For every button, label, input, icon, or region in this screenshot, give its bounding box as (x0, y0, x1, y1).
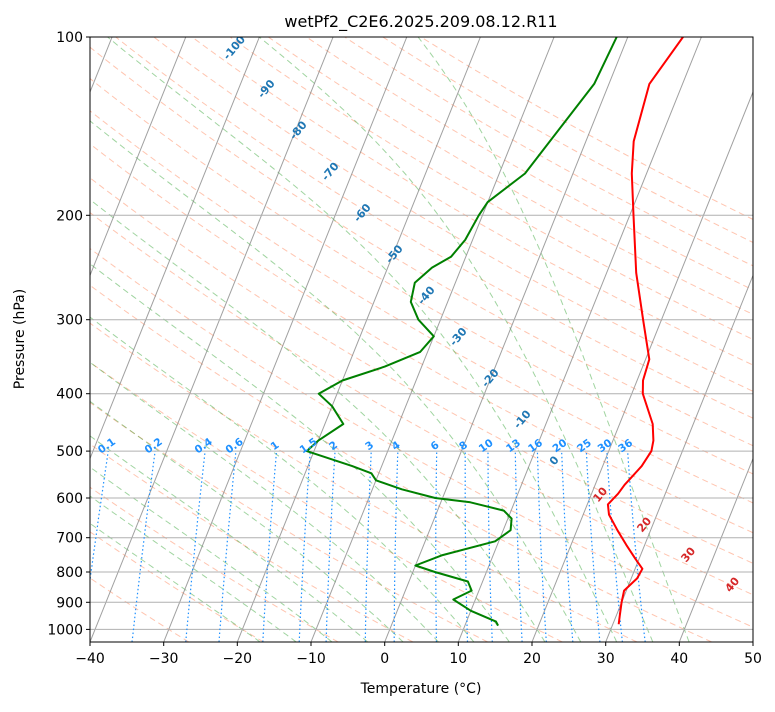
x-tick-label: −40 (75, 651, 105, 667)
x-axis-label: Temperature (°C) (360, 681, 482, 697)
x-tick-label: 40 (670, 651, 688, 667)
y-tick-label: 600 (56, 491, 83, 507)
chart-title: wetPf2_C2E6.2025.209.08.12.R11 (284, 12, 557, 32)
x-tick-label: −10 (296, 651, 326, 667)
y-tick-label: 800 (56, 565, 83, 581)
y-tick-label: 500 (56, 444, 83, 460)
y-tick-label: 100 (56, 30, 83, 46)
y-axis-label: Pressure (hPa) (12, 289, 28, 389)
x-tick-label: 20 (523, 651, 541, 667)
x-tick-label: 30 (597, 651, 615, 667)
y-tick-label: 300 (56, 313, 83, 329)
x-tick-label: 0 (380, 651, 389, 667)
x-tick-label: 10 (449, 651, 467, 667)
x-tick-label: −20 (223, 651, 253, 667)
x-tick-label: −30 (149, 651, 179, 667)
y-tick-label: 400 (56, 387, 83, 403)
y-tick-label: 200 (56, 208, 83, 224)
y-tick-label: 700 (56, 531, 83, 547)
y-tick-label: 1000 (47, 622, 83, 638)
y-tick-label: 900 (56, 595, 83, 611)
x-tick-label: 50 (744, 651, 762, 667)
